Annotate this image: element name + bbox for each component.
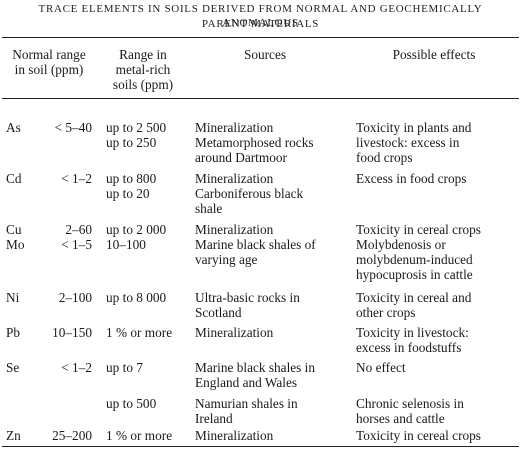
row-4-element: Cu: [6, 222, 22, 237]
row-6-source: Ultra-basic rocks in Scotland: [195, 290, 300, 320]
row-10-source: Mineralization: [195, 428, 274, 443]
row-5-element: Mo: [6, 237, 25, 252]
row-1-source: Metamorphosed rocks around Dartmoor: [195, 135, 314, 165]
row-2-metal-rich-range: up to 800: [106, 171, 157, 186]
row-4-metal-rich-range: up to 2 000: [106, 222, 167, 237]
header-possible-effects: Possible effects: [392, 47, 476, 62]
row-0-normal-range: < 5–40: [54, 120, 92, 135]
row-3-metal-rich-range: up to 20: [106, 186, 150, 201]
row-6-metal-rich-range: up to 8 000: [106, 290, 167, 305]
row-6-element: Ni: [6, 290, 20, 305]
row-7-effect: Toxicity in livestock: excess in foodstu…: [356, 325, 469, 355]
row-9-source: Namurian shales in Ireland: [195, 396, 298, 426]
row-10-effect: Toxicity in cereal crops: [356, 428, 481, 443]
row-7-element: Pb: [6, 325, 21, 340]
table-caption-line-1: TRACE ELEMENTS IN SOILS DERIVED FROM NOR…: [38, 3, 483, 29]
row-5-normal-range: < 1–5: [61, 237, 92, 252]
header-normal-range: Normal range in soil (ppm): [6, 47, 92, 77]
row-0-source: Mineralization: [195, 120, 274, 135]
row-4-normal-range: 2–60: [65, 222, 92, 237]
table-caption-line-2: PARENT MATERIALS: [201, 18, 320, 30]
row-7-source: Mineralization: [195, 325, 274, 340]
header-metal-rich-line-2: metal-rich: [115, 62, 171, 77]
row-2-element: Cd: [6, 171, 22, 186]
header-metal-rich-line-3: soils (ppm): [112, 77, 174, 92]
row-0-effect: Toxicity in plants and livestock: excess…: [356, 120, 472, 165]
header-metal-rich-range: Range in metal-rich soils (ppm): [98, 47, 188, 92]
row-6-normal-range: 2–100: [58, 290, 92, 305]
row-4-source: Mineralization: [195, 222, 274, 237]
header-normal-range-line-1: Normal range: [12, 47, 86, 62]
row-4-effect: Toxicity in cereal crops: [356, 222, 481, 237]
header-metal-rich-line-1: Range in: [119, 47, 167, 62]
row-8-source: Marine black shales in England and Wales: [195, 360, 316, 390]
row-7-metal-rich-range: 1 % or more: [106, 325, 173, 340]
row-8-effect: No effect: [356, 360, 406, 375]
header-rule: [2, 98, 519, 99]
row-10-metal-rich-range: 1 % or more: [106, 428, 173, 443]
row-9-effect: Chronic selenosis in horses and cattle: [356, 396, 464, 426]
row-2-source: Mineralization: [195, 171, 274, 186]
row-8-element: Se: [6, 360, 20, 375]
row-0-element: As: [6, 120, 21, 135]
row-9-metal-rich-range: up to 500: [106, 396, 157, 411]
row-7-normal-range: 10–150: [52, 325, 92, 340]
row-1-metal-rich-range: up to 250: [106, 135, 157, 150]
row-3-source: Carboniferous black shale: [195, 186, 304, 216]
row-5-metal-rich-range: 10–100: [106, 237, 146, 252]
row-5-effect: Molybdenosis or molybdenum-induced hypoc…: [356, 237, 473, 282]
header-normal-range-line-2: in soil (ppm): [14, 62, 84, 77]
row-10-normal-range: 25–200: [52, 428, 92, 443]
row-6-effect: Toxicity in cereal and other crops: [356, 290, 472, 320]
bottom-rule: [2, 446, 519, 448]
row-2-normal-range: < 1–2: [61, 171, 92, 186]
row-2-effect: Excess in food crops: [356, 171, 467, 186]
top-rule: [2, 37, 519, 39]
row-8-metal-rich-range: up to 7: [106, 360, 143, 375]
row-0-metal-rich-range: up to 2 500: [106, 120, 167, 135]
header-sources: Sources: [243, 47, 287, 62]
row-10-element: Zn: [6, 428, 21, 443]
row-5-source: Marine black shales of varying age: [195, 237, 316, 267]
row-8-normal-range: < 1–2: [61, 360, 92, 375]
